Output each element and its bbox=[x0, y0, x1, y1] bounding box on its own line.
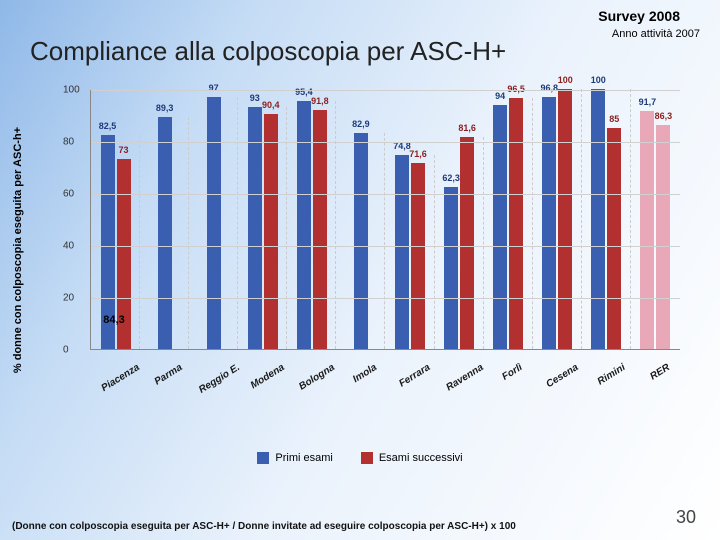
y-axis-label: % donne con colposcopia eseguita per ASC… bbox=[8, 90, 28, 410]
legend-item: Esami successivi bbox=[361, 452, 463, 464]
bar-value-label: 82,5 bbox=[99, 121, 117, 131]
bar-value-label: 91,8 bbox=[311, 96, 329, 106]
bar-group: 9496,5 bbox=[484, 98, 533, 349]
gridline bbox=[91, 142, 680, 143]
x-tick-label: Imola bbox=[336, 352, 385, 402]
bar-group: 74,871,6 bbox=[385, 155, 434, 349]
x-axis-labels: PiacenzaParmaReggio E.ModenaBolognaImola… bbox=[90, 352, 680, 402]
bar: 95,4 bbox=[297, 101, 311, 349]
y-tick: 80 bbox=[63, 137, 74, 148]
bar: 93 bbox=[248, 107, 262, 349]
legend: Primi esami Esami successivi bbox=[0, 452, 720, 464]
y-tick: 60 bbox=[63, 189, 74, 200]
anno-label: Anno attività 2007 bbox=[612, 28, 700, 40]
bar-group: 10085 bbox=[582, 89, 631, 349]
bar: 85 bbox=[607, 128, 621, 349]
bar-value-label: 100 bbox=[591, 75, 606, 85]
x-tick-label: Piacenza bbox=[90, 352, 139, 402]
bar-value-label: 97 bbox=[209, 83, 219, 93]
y-tick: 0 bbox=[63, 345, 69, 356]
legend-label: Esami successivi bbox=[379, 452, 463, 464]
bars-container: 82,57389,3979390,495,491,882,974,871,662… bbox=[91, 90, 680, 349]
bar: 71,6 bbox=[411, 163, 425, 349]
survey-label: Survey 2008 bbox=[598, 8, 680, 24]
bar-value-label: 86,3 bbox=[655, 111, 673, 121]
bar-value-label: 91,7 bbox=[639, 97, 657, 107]
x-tick-label: Ravenna bbox=[434, 352, 483, 402]
footnote: (Donne con colposcopia eseguita per ASC-… bbox=[12, 521, 516, 532]
y-tick: 20 bbox=[63, 293, 74, 304]
bar: 81,6 bbox=[460, 137, 474, 349]
bar: 90,4 bbox=[264, 114, 278, 349]
plot-area: 82,57389,3979390,495,491,882,974,871,662… bbox=[90, 90, 680, 350]
gridline bbox=[91, 298, 680, 299]
x-tick-label: Rimini bbox=[582, 352, 631, 402]
x-tick-label: Bologna bbox=[287, 352, 336, 402]
bar: 100 bbox=[591, 89, 605, 349]
bar-value-label: 71,6 bbox=[409, 149, 427, 159]
bar-value-label: 89,3 bbox=[156, 103, 174, 113]
page-title: Compliance alla colposcopia per ASC-H+ bbox=[30, 36, 506, 67]
x-tick-label: RER bbox=[631, 352, 680, 402]
bar-group: 9390,4 bbox=[238, 107, 287, 349]
bar-value-label: 94 bbox=[495, 91, 505, 101]
bar: 82,9 bbox=[354, 133, 368, 349]
x-tick-label: Modena bbox=[238, 352, 287, 402]
legend-label: Primi esami bbox=[275, 452, 332, 464]
extra-annotation: 84,3 bbox=[103, 314, 124, 326]
x-tick-label: Reggio E. bbox=[188, 352, 237, 402]
compliance-chart: 82,57389,3979390,495,491,882,974,871,662… bbox=[60, 90, 690, 410]
page-number: 30 bbox=[676, 507, 696, 528]
bar: 97 bbox=[207, 97, 221, 349]
bar-group: 89,3 bbox=[140, 117, 189, 349]
bar: 91,7 bbox=[640, 111, 654, 349]
legend-swatch bbox=[361, 452, 373, 464]
x-tick-label: Forlì bbox=[483, 352, 532, 402]
bar-value-label: 82,9 bbox=[352, 119, 370, 129]
gridline bbox=[91, 90, 680, 91]
bar: 62,3 bbox=[444, 187, 458, 349]
bar-value-label: 96,8 bbox=[540, 83, 558, 93]
bar-group: 95,491,8 bbox=[287, 101, 336, 349]
bar-value-label: 73 bbox=[119, 145, 129, 155]
bar-group: 62,381,6 bbox=[435, 137, 484, 349]
gridline bbox=[91, 194, 680, 195]
bar: 86,3 bbox=[656, 125, 670, 349]
y-tick: 40 bbox=[63, 241, 74, 252]
legend-swatch bbox=[257, 452, 269, 464]
bar-group: 97 bbox=[189, 97, 238, 349]
bar-value-label: 100 bbox=[558, 75, 573, 85]
bar-value-label: 95,4 bbox=[295, 87, 313, 97]
bar-group: 91,786,3 bbox=[631, 111, 680, 349]
bar-value-label: 81,6 bbox=[458, 123, 476, 133]
x-tick-label: Cesena bbox=[533, 352, 582, 402]
bar-value-label: 62,3 bbox=[442, 173, 460, 183]
bar-group: 82,9 bbox=[336, 133, 385, 349]
y-tick: 100 bbox=[63, 85, 80, 96]
bar: 89,3 bbox=[158, 117, 172, 349]
bar: 91,8 bbox=[313, 110, 327, 349]
x-tick-label: Parma bbox=[139, 352, 188, 402]
x-tick-label: Ferrara bbox=[385, 352, 434, 402]
bar-group: 96,8100 bbox=[533, 89, 582, 349]
bar-value-label: 85 bbox=[609, 114, 619, 124]
legend-item: Primi esami bbox=[257, 452, 332, 464]
bar-value-label: 93 bbox=[250, 93, 260, 103]
bar: 96,5 bbox=[509, 98, 523, 349]
bar: 96,8 bbox=[542, 97, 556, 349]
bar: 74,8 bbox=[395, 155, 409, 349]
bar-value-label: 90,4 bbox=[262, 100, 280, 110]
gridline bbox=[91, 246, 680, 247]
bar: 100 bbox=[558, 89, 572, 349]
